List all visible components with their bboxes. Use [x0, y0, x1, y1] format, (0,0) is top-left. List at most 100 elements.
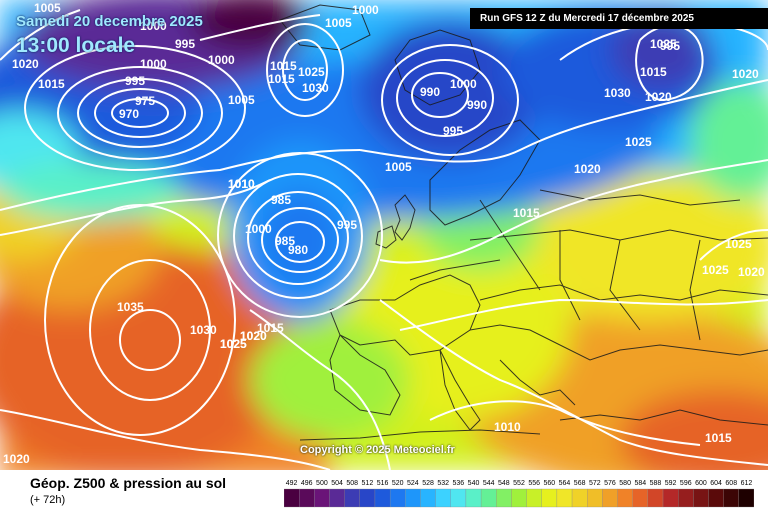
legend-value-label: 560: [543, 480, 555, 487]
legend-value-label: 580: [619, 480, 631, 487]
isobar-label: 1015: [270, 59, 297, 73]
isobar-label: 995: [337, 218, 357, 232]
legend-swatch: [511, 488, 527, 508]
isobar-label: 1005: [34, 1, 61, 15]
legend-value-label: 536: [453, 480, 465, 487]
isobar-label: 1015: [38, 77, 65, 91]
legend-value-label: 524: [407, 480, 419, 487]
legend-swatch: [435, 488, 451, 508]
legend-swatch: [359, 488, 376, 508]
legend-swatch: [556, 488, 573, 508]
legend-value-label: 576: [604, 480, 616, 487]
isobar-label: 1030: [302, 81, 329, 95]
isobar-label: 1015: [513, 206, 540, 220]
legend-value-label: 548: [498, 480, 510, 487]
isobar-label: 1005: [325, 16, 352, 30]
legend-value-label: 588: [650, 480, 662, 487]
isobar-label: 1020: [240, 329, 267, 343]
legend-swatch: [723, 488, 739, 508]
isobar-label: 1020: [738, 265, 765, 279]
legend-value-label: 492: [286, 480, 298, 487]
isobar-label: 1025: [298, 65, 325, 79]
legend-swatch: [617, 488, 633, 508]
legend-swatch: [465, 488, 482, 508]
isobar-label: 980: [288, 243, 308, 257]
isobar-label: 1020: [12, 57, 39, 71]
valid-time: 13:00 locale: [16, 34, 136, 57]
isobar-labels: 1005 1000 1005 1000 1015 1020 995 1000 1…: [3, 1, 765, 466]
isobar-label: 985: [271, 193, 291, 207]
isobar-label: 995: [175, 37, 195, 51]
legend-swatch: [708, 488, 724, 508]
isobar-label: 1010: [228, 177, 255, 191]
isobar-label: 1000: [352, 3, 379, 17]
legend-swatch: [299, 488, 315, 508]
isobar-label: 1015: [705, 431, 732, 445]
isobar-label: 995: [660, 39, 680, 53]
legend-value-label: 556: [528, 480, 540, 487]
isobar-label: 1000: [140, 57, 167, 71]
legend-value-label: 528: [422, 480, 434, 487]
legend-swatch: [541, 488, 558, 508]
isobar-label: 1015: [640, 65, 667, 79]
valid-date: Samedi 20 decembre 2025: [16, 13, 203, 30]
isobar-label: 1020: [3, 452, 30, 466]
isobar-label: 1010: [228, 177, 255, 191]
legend-value-label: 504: [331, 480, 343, 487]
isobar-label: 1000: [140, 19, 167, 33]
legend-value-label: 600: [695, 480, 707, 487]
legend-swatch: [571, 488, 588, 508]
legend-swatch: [587, 488, 603, 508]
legend-value-label: 500: [316, 480, 328, 487]
isobar-label: 1020: [645, 90, 672, 104]
legend-swatch: [632, 488, 649, 508]
legend-value-label: 516: [377, 480, 389, 487]
isobar-label: 1000: [450, 77, 477, 91]
legend-value-label: 568: [574, 480, 586, 487]
isobar-label: 970: [119, 107, 139, 121]
legend-swatch: [647, 488, 664, 508]
legend-swatch: [329, 488, 345, 508]
legend-swatch: [284, 488, 300, 508]
isobar-label: 1035: [117, 300, 144, 314]
isobar-label: 975: [135, 94, 155, 108]
isobar-label: 1015: [257, 321, 284, 335]
copyright-text: Copyright © 2025 Meteociel.fr: [300, 444, 455, 456]
isobar-label: 990: [420, 85, 440, 99]
isobar-label: 1025: [625, 135, 652, 149]
isobar-label: 1015: [268, 72, 295, 86]
legend-value-label: 520: [392, 480, 404, 487]
isobar-label: 1030: [604, 86, 631, 100]
isobar-label: 1010: [494, 420, 521, 434]
legend-value-label: 564: [559, 480, 571, 487]
isobar-label: 1020: [240, 329, 267, 343]
isobar-label: 1025: [650, 37, 677, 51]
legend-value-label: 604: [710, 480, 722, 487]
legend-value-label: 508: [346, 480, 358, 487]
legend-value-label: 512: [362, 480, 374, 487]
isobar-label: 990: [467, 98, 487, 112]
legend-value-label: 612: [741, 480, 753, 487]
isobar-label: 1020: [574, 162, 601, 176]
legend-swatch: [496, 488, 512, 508]
isobar-label: 995: [443, 124, 463, 138]
isobar-label: 1025: [220, 337, 247, 351]
isobar-label: 1005: [385, 160, 412, 174]
legend-value-label: 496: [301, 480, 313, 487]
isobar-label: 1030: [190, 323, 217, 337]
legend-value-label: 608: [725, 480, 737, 487]
isobar-label: 1025: [702, 263, 729, 277]
isobar-label: 1000: [245, 222, 272, 236]
coastlines: [279, 4, 768, 441]
legend-value-label: 532: [437, 480, 449, 487]
isobars: [0, 9, 768, 470]
legend-value-label: 544: [483, 480, 495, 487]
legend-swatch: [693, 488, 709, 508]
isobar-label: 985: [275, 234, 295, 248]
color-scale-legend: 492 496 500 504 508 512 516 520 524 528 532 536 540 5…: [284, 480, 754, 508]
forecast-map: 1005 1000 1005 1000 1015 1020 995 1000 1…: [0, 0, 768, 470]
legend-swatch: [420, 488, 436, 508]
legend-swatch: [602, 488, 618, 508]
run-info-banner: Run GFS 12 Z du Mercredi 17 décembre 202…: [470, 8, 768, 29]
